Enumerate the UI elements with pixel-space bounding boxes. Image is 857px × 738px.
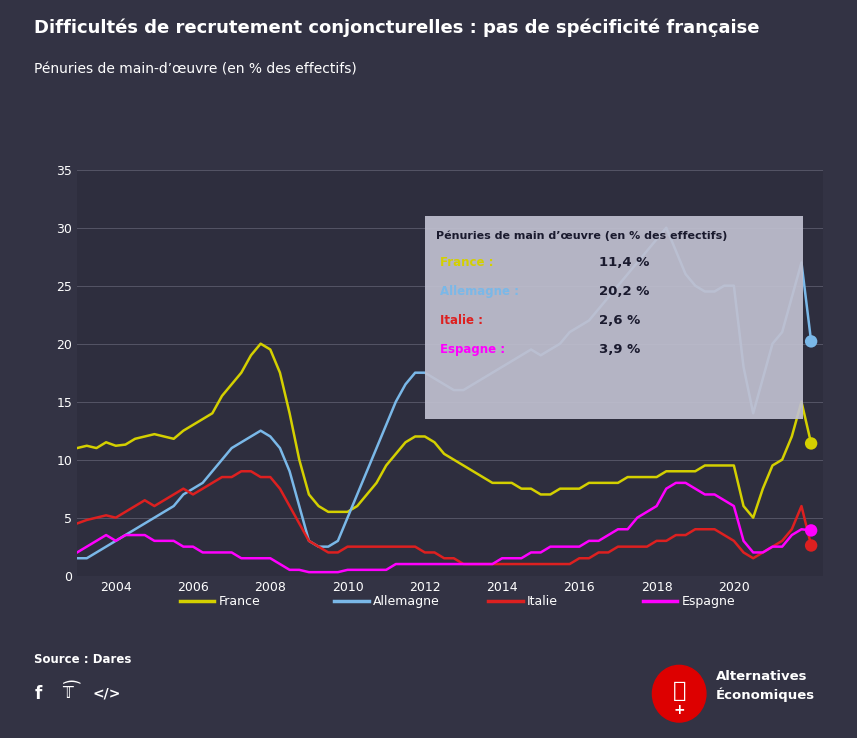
Text: Allemagne: Allemagne xyxy=(373,595,440,608)
Text: ⁀: ⁀ xyxy=(64,684,80,703)
Text: 3,9 %: 3,9 % xyxy=(599,343,640,356)
Text: France: France xyxy=(219,595,261,608)
Text: Italie :: Italie : xyxy=(440,314,483,327)
Text: Italie: Italie xyxy=(527,595,558,608)
Point xyxy=(804,438,818,449)
Text: ⌕: ⌕ xyxy=(673,680,686,701)
Text: Difficultés de recrutement conjoncturelles : pas de spécificité française: Difficultés de recrutement conjoncturell… xyxy=(34,18,760,37)
Text: 20,2 %: 20,2 % xyxy=(599,285,649,298)
Text: Pénuries de main d’œuvre (en % des effectifs): Pénuries de main d’œuvre (en % des effec… xyxy=(436,230,728,241)
Text: </>: </> xyxy=(93,687,121,700)
Text: Source : Dares: Source : Dares xyxy=(34,653,132,666)
Point xyxy=(804,336,818,348)
Text: Espagne :: Espagne : xyxy=(440,343,506,356)
Bar xyxy=(425,216,803,419)
Text: f: f xyxy=(34,685,41,703)
Point xyxy=(804,525,818,537)
Text: 11,4 %: 11,4 % xyxy=(599,256,649,269)
Text: France :: France : xyxy=(440,256,494,269)
Text: +: + xyxy=(674,703,685,717)
Text: Pénuries de main-d’œuvre (en % des effectifs): Pénuries de main-d’œuvre (en % des effec… xyxy=(34,63,357,77)
Circle shape xyxy=(652,666,706,722)
Text: Espagne: Espagne xyxy=(681,595,735,608)
Text: Alternatives
Économiques: Alternatives Économiques xyxy=(716,670,815,703)
Text: Allemagne :: Allemagne : xyxy=(440,285,519,298)
Text: 𝕋: 𝕋 xyxy=(63,686,74,701)
Point xyxy=(804,539,818,551)
Text: 2,6 %: 2,6 % xyxy=(599,314,640,327)
